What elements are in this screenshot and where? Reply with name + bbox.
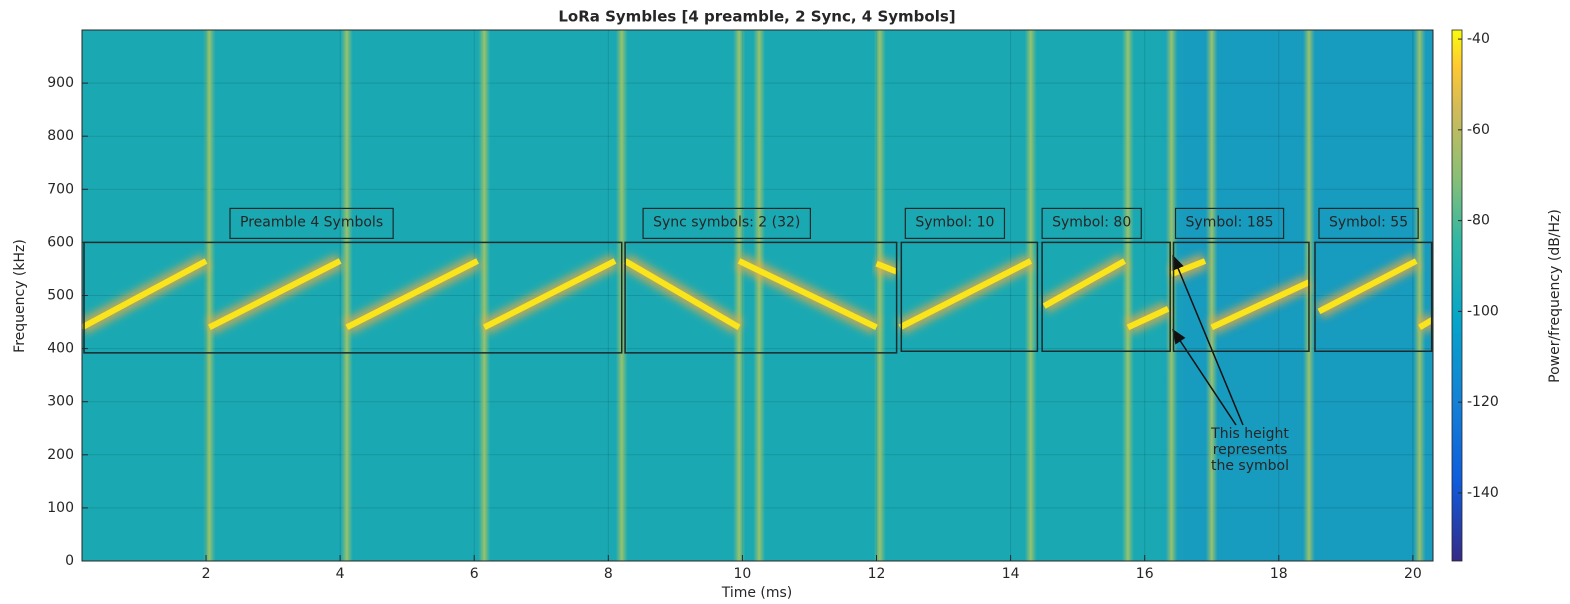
y-tick-label: 200 <box>47 447 74 463</box>
transient <box>1205 30 1218 561</box>
y-tick-label: 600 <box>47 234 74 250</box>
transient <box>1413 30 1426 561</box>
x-tick-label: 14 <box>1002 566 1020 582</box>
plot-area <box>82 30 1433 561</box>
y-tick-label: 700 <box>47 181 74 197</box>
x-tick-label: 16 <box>1136 566 1154 582</box>
annotation-arrows <box>1172 254 1244 426</box>
colorbar-tick-label: -80 <box>1467 213 1490 229</box>
region-label-box <box>642 207 811 239</box>
chirp <box>345 258 479 331</box>
region-label-box <box>1174 207 1285 239</box>
colorbar-tick-label: -40 <box>1467 31 1490 47</box>
y-tick-label: 300 <box>47 394 74 410</box>
transient <box>1024 30 1037 561</box>
annotation-text: represents <box>1213 442 1288 458</box>
chirp <box>1317 258 1418 315</box>
region-box <box>1172 241 1310 353</box>
transient <box>203 30 216 561</box>
chirp <box>1170 258 1207 278</box>
region-label-box <box>229 207 394 239</box>
arrow <box>1172 328 1237 426</box>
region-label: Symbol: 10 <box>915 214 994 230</box>
y-tick-label: 900 <box>47 75 74 91</box>
region-label: Sync symbols: 2 (32) <box>653 214 800 230</box>
transient <box>340 30 353 561</box>
arrow <box>1172 254 1244 426</box>
transient <box>1165 30 1178 561</box>
region-label-box <box>1041 207 1142 239</box>
y-tick-label: 500 <box>47 288 74 304</box>
region-label: Symbol: 80 <box>1052 214 1131 230</box>
annotation-text: the symbol <box>1211 458 1289 474</box>
chirp <box>1126 306 1170 331</box>
chirp <box>1042 258 1127 309</box>
colorbar-tick-label: -140 <box>1467 485 1499 501</box>
chart-title: LoRa Symbles [4 preamble, 2 Sync, 4 Symb… <box>558 8 955 26</box>
y-axis-label: Frequency (kHz) <box>12 239 28 353</box>
chirp <box>1418 316 1433 330</box>
chirp <box>623 258 741 330</box>
x-tick-label: 6 <box>470 566 479 582</box>
region-label: Preamble 4 Symbols <box>240 214 383 230</box>
x-tick-label: 8 <box>604 566 613 582</box>
region-box <box>1041 241 1171 353</box>
region-label: Symbol: 185 <box>1186 214 1274 230</box>
y-tick-label: 0 <box>65 553 74 569</box>
x-tick-label: 4 <box>336 566 345 582</box>
y-tick-label: 100 <box>47 500 74 516</box>
region-box <box>900 241 1039 353</box>
region-label-box <box>904 207 1006 239</box>
region-box <box>83 241 623 354</box>
x-tick-label: 2 <box>202 566 211 582</box>
region-label: Symbol: 55 <box>1329 214 1408 230</box>
chirp <box>208 258 342 331</box>
transient <box>1121 30 1134 561</box>
x-tick-label: 10 <box>734 566 752 582</box>
x-axis-label: Time (ms) <box>721 585 793 601</box>
x-tick-label: 12 <box>868 566 886 582</box>
colorbar-tick-label: -100 <box>1467 303 1499 319</box>
chirp <box>482 258 617 331</box>
x-tick-label: 20 <box>1404 566 1422 582</box>
colorbar-label: Power/frequency (dB/Hz) <box>1547 209 1563 383</box>
transient <box>873 30 886 561</box>
transient <box>478 30 491 561</box>
chirp <box>1210 279 1311 331</box>
y-tick-label: 400 <box>47 341 74 357</box>
y-tick-label: 800 <box>47 128 74 144</box>
x-tick-label: 18 <box>1270 566 1288 582</box>
colorbar-tick-label: -60 <box>1467 122 1490 138</box>
colorbar-tick-label: -120 <box>1467 394 1499 410</box>
transient <box>753 30 766 561</box>
chirp <box>898 258 1033 331</box>
chirp <box>82 258 208 331</box>
colorbar <box>1451 29 1463 562</box>
transient <box>733 30 746 561</box>
chirp <box>737 258 878 331</box>
region-box <box>624 241 898 354</box>
annotation-text: This height <box>1210 426 1289 442</box>
region-label-box <box>1318 207 1419 239</box>
chirp <box>875 260 898 275</box>
region-box <box>1314 241 1433 353</box>
